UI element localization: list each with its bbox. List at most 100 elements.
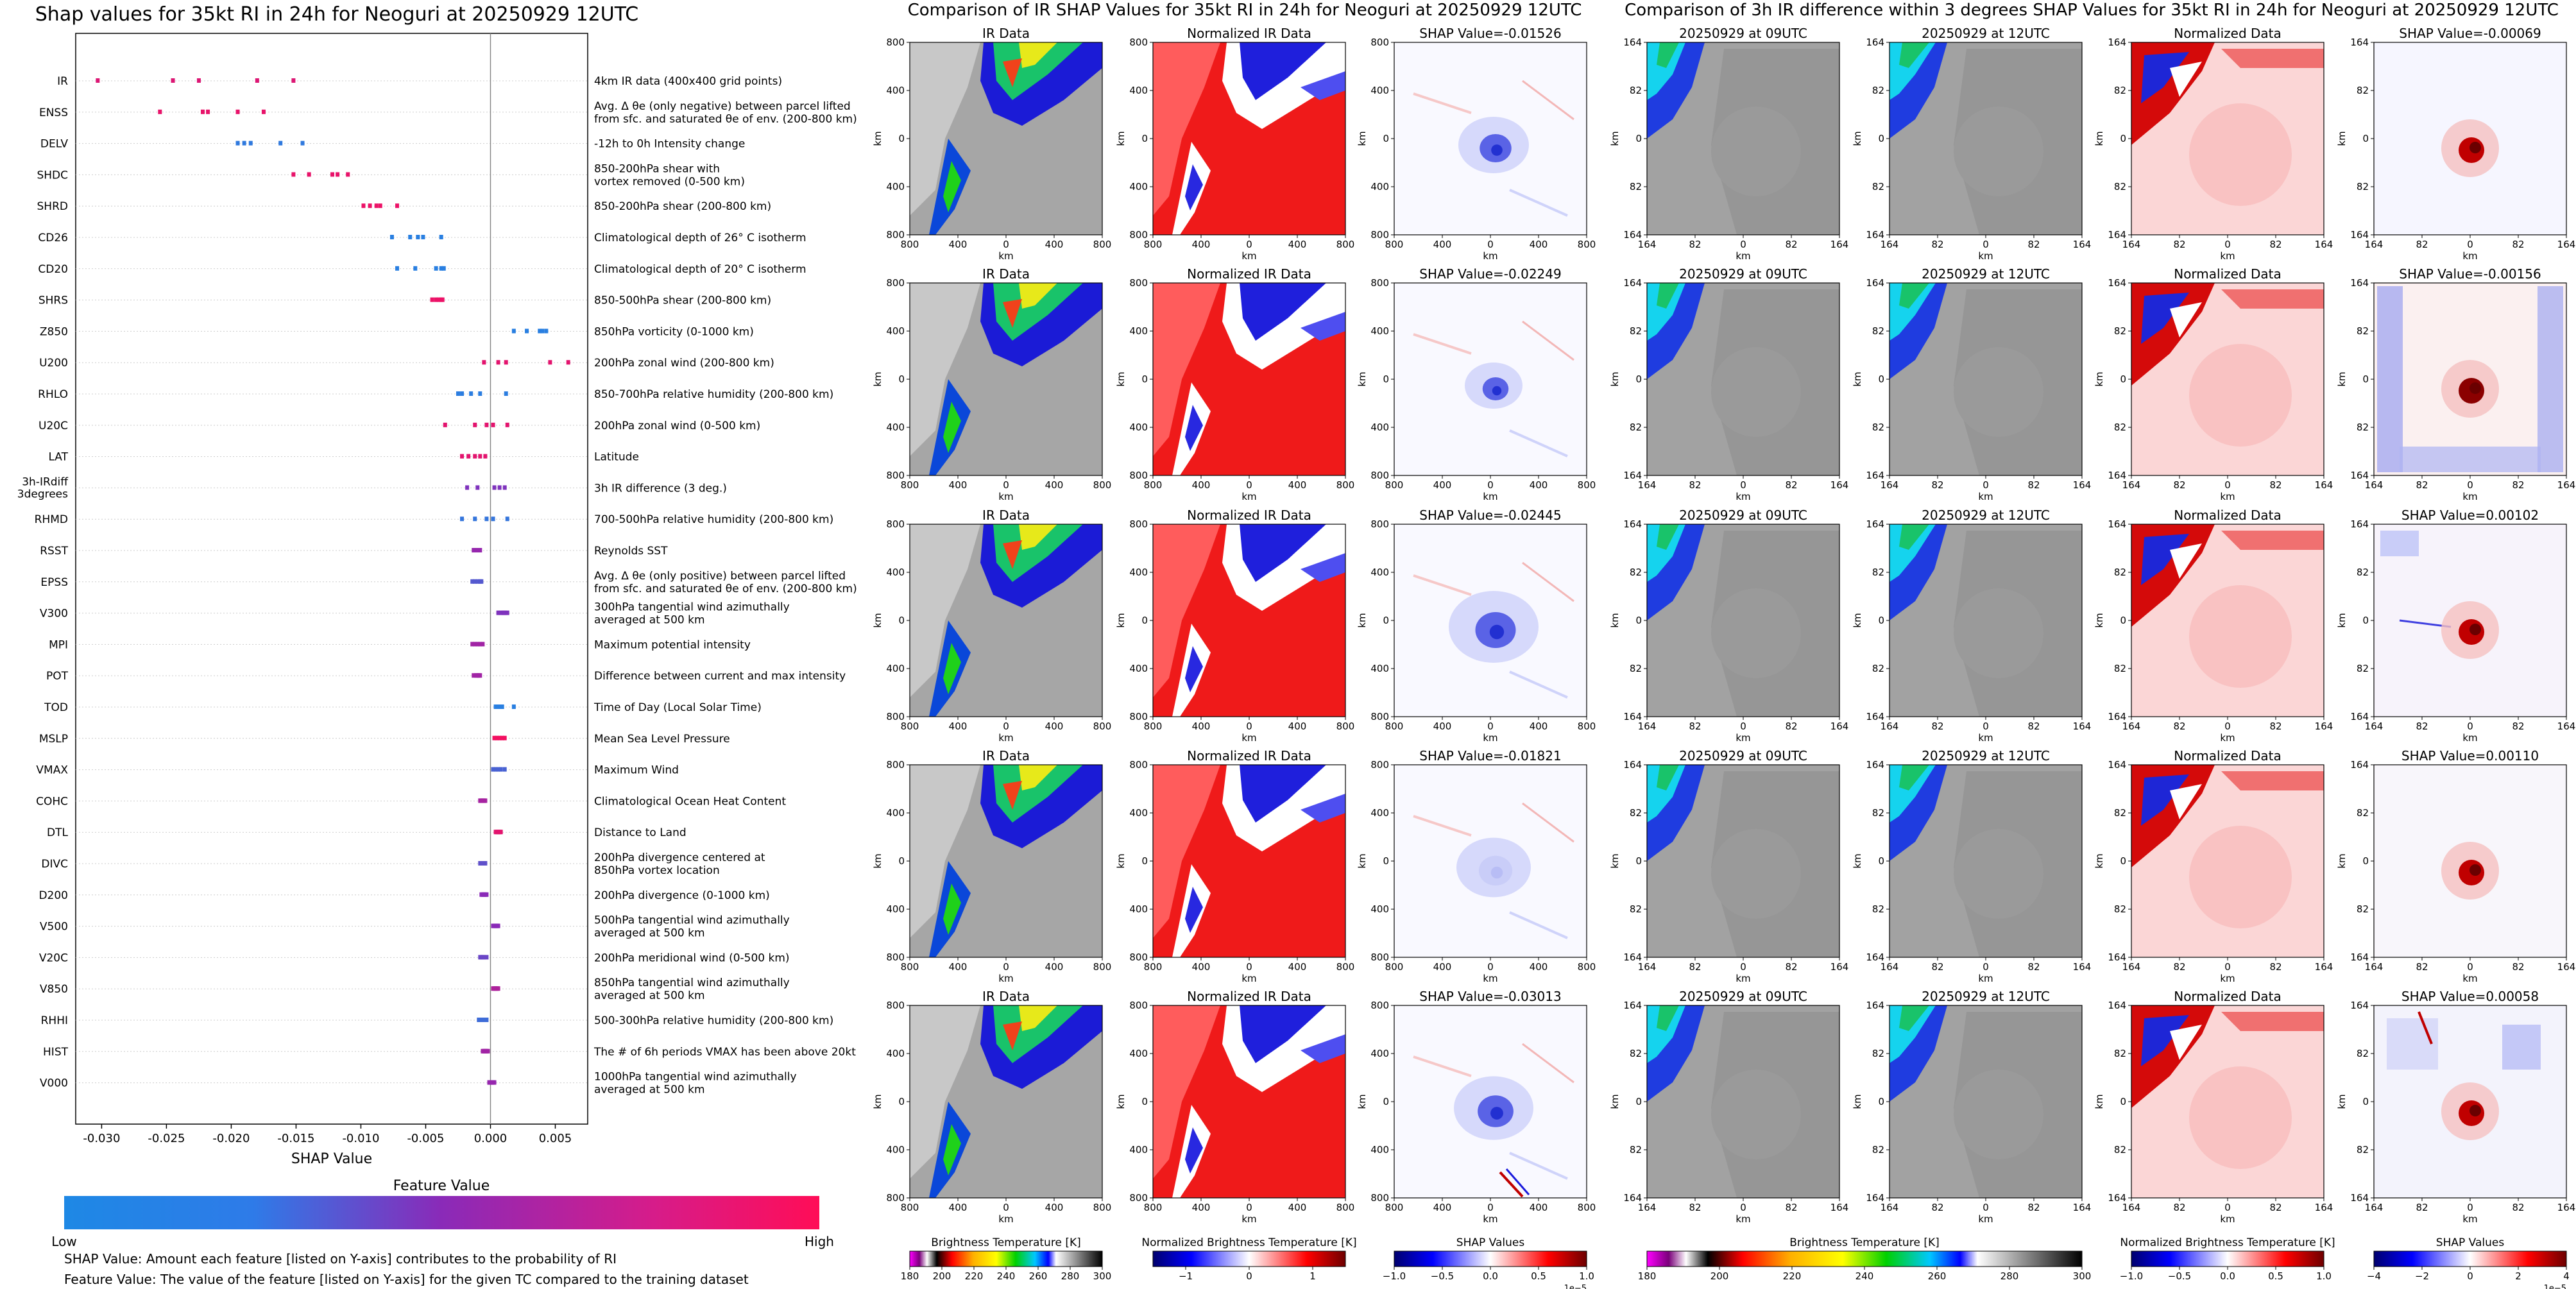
shap-point (483, 861, 488, 866)
panel-xaxis-label: km (2462, 1213, 2477, 1225)
shap-point (361, 203, 366, 209)
panel-ytick-label: 164 (2350, 229, 2369, 241)
panel-ytick-label: 800 (1129, 229, 1148, 241)
panel-ytick-label: 164 (2350, 952, 2369, 963)
shap-point (473, 579, 477, 584)
panel-title: Normalized Data (2174, 266, 2282, 282)
panel-xtick-label: 164 (2122, 1202, 2141, 1213)
shap-point (505, 422, 509, 427)
panel-xtick-label: 400 (1192, 1202, 1211, 1213)
colorbar (2131, 1251, 2324, 1267)
panel-yaxis-label: km (1609, 613, 1621, 627)
panel-ytick-label: 0 (2362, 373, 2369, 385)
feature-value-note: Feature Value: The value of the feature … (64, 1272, 749, 1287)
panel-ytick-label: 164 (2350, 1192, 2369, 1204)
panel-xaxis-label: km (1241, 732, 1256, 744)
panel-yaxis-label: km (2094, 371, 2105, 386)
panel-xtick-label: 0 (1003, 961, 1009, 973)
panel-xtick-label: 800 (1385, 239, 1404, 250)
panel-xtick-label: 0 (1487, 961, 1494, 973)
image-panel: SHAP Value=-0.00156164164828200828216416… (2336, 266, 2575, 502)
panel-ytick-label: 400 (1129, 422, 1148, 433)
shap-point (439, 235, 443, 239)
colorbar-tick-label: 200 (933, 1270, 951, 1282)
panel-ytick-label: 0 (1383, 133, 1389, 144)
panel-ytick-label: 0 (2120, 1096, 2126, 1107)
panel-xaxis-label: km (1483, 1213, 1497, 1225)
panel-ytick-label: 164 (1623, 518, 1642, 530)
feature-code-label: 3degrees (17, 488, 68, 500)
panel-xtick-label: 82 (2027, 1202, 2040, 1213)
colorbar (1646, 1251, 2083, 1267)
panel-yaxis-label: km (872, 371, 883, 386)
image-panel: 20250929 at 12UTC1641648282008282164164k… (1852, 989, 2091, 1225)
feature-code-label: RHHI (41, 1014, 68, 1027)
feature-description: 500hPa tangential wind azimuthally (594, 914, 790, 927)
panel-xtick-label: 800 (1385, 721, 1404, 732)
shap-point (171, 78, 175, 83)
shap-point (96, 78, 100, 83)
panel-xtick-label: 0 (1740, 961, 1746, 973)
panel-xaxis-label: km (1736, 732, 1750, 744)
panel-xtick-label: 800 (1578, 961, 1596, 973)
feature-code-label: 3h-IRdiff (22, 475, 69, 488)
panel-title: 20250929 at 09UTC (1679, 266, 1807, 282)
panel-xtick-label: 164 (1881, 239, 1899, 250)
colorbar-label: Normalized Brightness Temperature [K] (2120, 1236, 2335, 1249)
panel-ytick-label: 164 (1866, 229, 1884, 241)
shap-point (368, 203, 372, 209)
shap-point (491, 767, 495, 772)
shap-plot-frame (75, 33, 588, 1125)
panel-ytick-label: 0 (2362, 855, 2369, 867)
feature-description: Time of Day (Local Solar Time) (593, 701, 762, 714)
shap-point (499, 830, 503, 835)
panel-xtick-label: 400 (1192, 239, 1211, 250)
colorbar-tick-label: 4 (2563, 1270, 2570, 1282)
colorbar-tick-label: −0.5 (1431, 1270, 1454, 1282)
shap-point (502, 735, 507, 740)
feature-description: 3h IR difference (3 deg.) (594, 482, 727, 495)
panel-xtick-label: 800 (1144, 1202, 1163, 1213)
panel-ytick-label: 0 (2362, 133, 2369, 144)
panel-ytick-label: 82 (1630, 1048, 1642, 1059)
panel-xtick-label: 82 (2173, 961, 2185, 973)
panel-ytick-label: 82 (1872, 85, 1884, 96)
colorbar-tick-label: 300 (2073, 1270, 2092, 1282)
panel-xtick-label: 164 (1881, 479, 1899, 491)
panel-ytick-label: 400 (886, 181, 905, 192)
shap-point (496, 704, 500, 709)
colorbar-tick-label: 280 (1061, 1270, 1080, 1282)
image-panel: 20250929 at 12UTC1641648282008282164164k… (1852, 748, 2091, 984)
panel-xtick-label: 800 (1144, 721, 1163, 732)
panel-ytick-label: 400 (1129, 325, 1148, 337)
image-panel: 20250929 at 09UTC1641648282008282164164k… (1609, 26, 1848, 262)
panel-ytick-label: 164 (1623, 952, 1642, 963)
panel-xtick-label: 800 (1144, 961, 1163, 973)
panel-yaxis-label: km (1356, 131, 1368, 146)
panel-xtick-label: 82 (2512, 961, 2524, 973)
feature-code-label: DIVC (41, 858, 68, 871)
feature-code-label: MSLP (39, 733, 68, 746)
panel-title: SHAP Value=-0.02445 (1419, 508, 1561, 523)
panel-ytick-label: 82 (1872, 422, 1884, 433)
shap-point (496, 923, 500, 928)
shap-point (255, 78, 259, 83)
panel-ytick-label: 400 (886, 807, 905, 819)
panel-xtick-label: 164 (2365, 1202, 2384, 1213)
shap-point (478, 454, 482, 459)
shap-xtick-label: -0.010 (342, 1132, 379, 1145)
panel-ytick-label: 0 (1635, 373, 1642, 385)
feature-description: The # of 6h periods VMAX has been above … (593, 1046, 856, 1059)
shap-point (484, 422, 489, 427)
shap-point (346, 172, 350, 177)
feature-code-label: V850 (40, 983, 68, 996)
panel-ytick-label: 82 (1872, 1144, 1884, 1156)
diff-comparison-title: Comparison of 3h IR difference within 3 … (1625, 1, 2559, 20)
panel-ytick-label: 800 (886, 759, 905, 771)
panel-ytick-label: 164 (2108, 229, 2126, 241)
panel-xtick-label: 82 (2512, 479, 2524, 491)
panel-xtick-label: 800 (901, 721, 919, 732)
shap-point (478, 548, 482, 552)
shap-point (469, 391, 473, 396)
panel-ytick-label: 164 (1866, 1000, 1884, 1011)
